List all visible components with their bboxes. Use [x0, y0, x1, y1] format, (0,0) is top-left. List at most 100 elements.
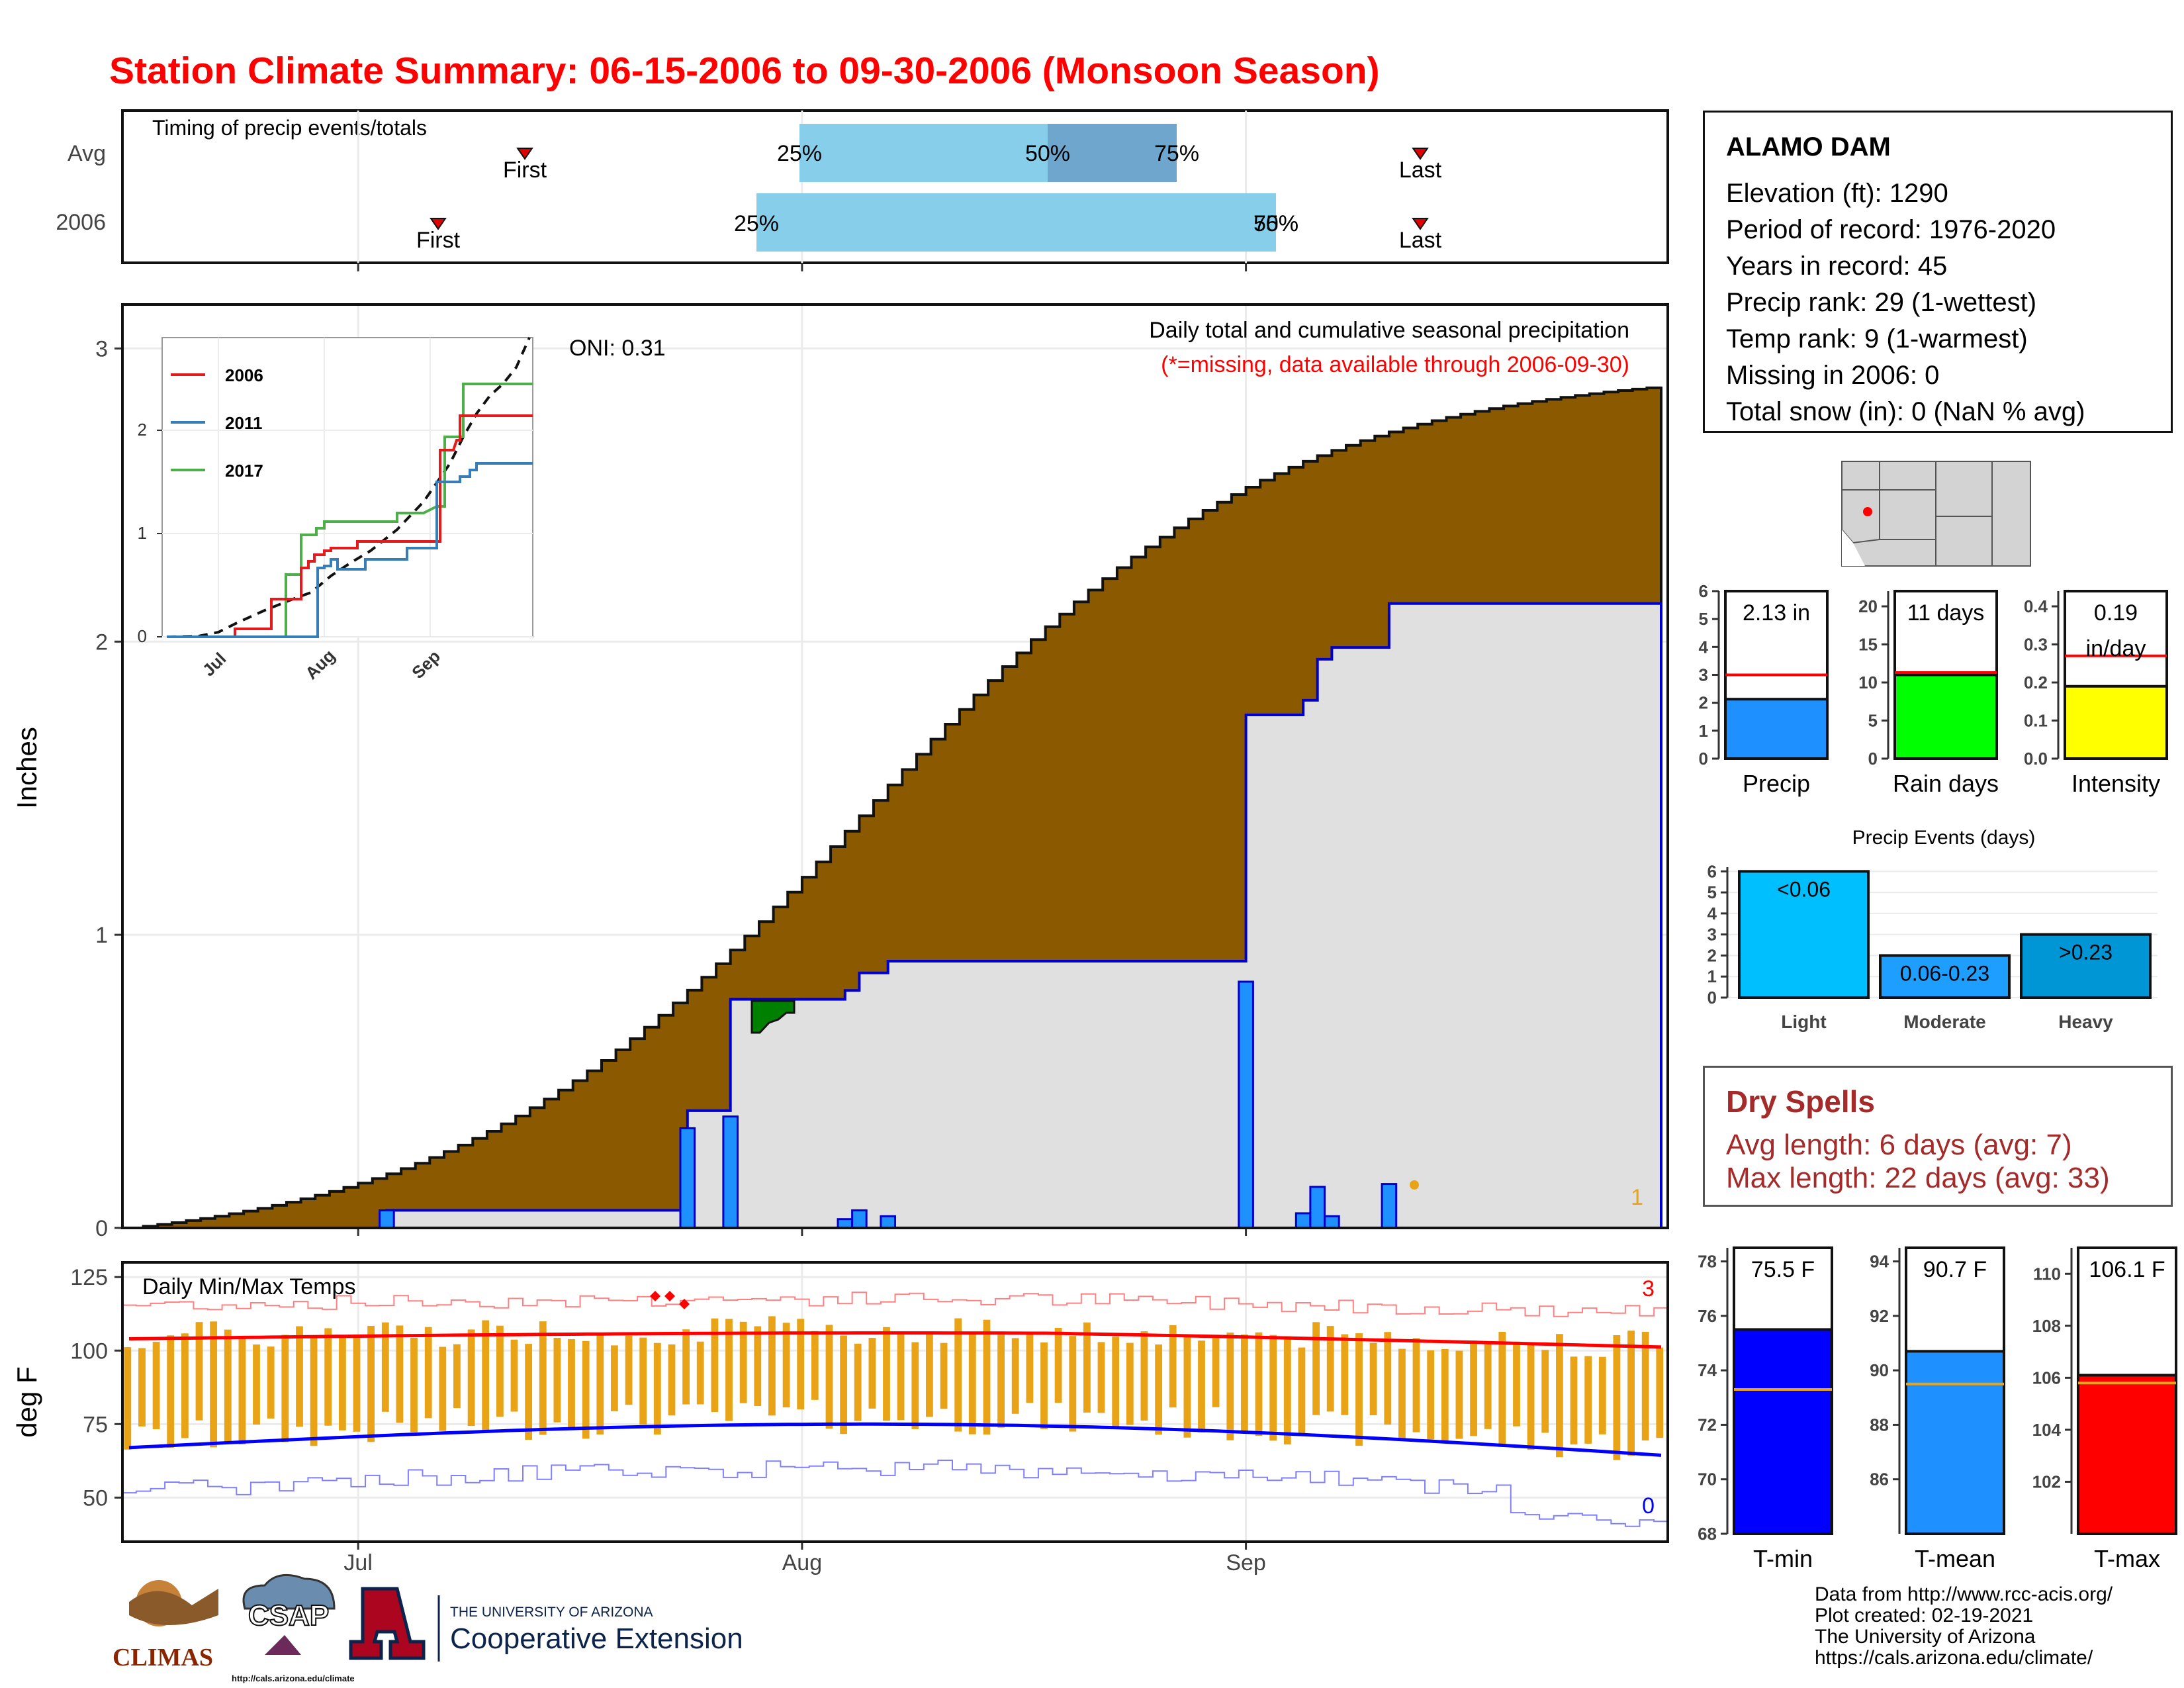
temp-t-min-ytick-label: 72: [1698, 1415, 1717, 1434]
temp-ytick-label: 125: [70, 1265, 108, 1290]
summary-precip-ytick-label: 3: [1699, 665, 1708, 685]
daily-temp-bar: [1398, 1348, 1406, 1439]
daily-temp-bar: [539, 1321, 547, 1435]
inset-ytick-0: 0: [138, 626, 147, 646]
summary-intensity-ytick-label: 0.4: [2024, 596, 2048, 616]
summary-intensity-ytick-label: 0.2: [2024, 673, 2048, 692]
temp-t-min-ytick-label: 70: [1698, 1470, 1717, 1489]
temp-xtick-label: Aug: [782, 1550, 823, 1575]
dry-spells-max: Max length: 22 days (avg: 33): [1726, 1162, 2110, 1194]
daily-temp-bar: [682, 1329, 690, 1405]
temp-t-max-ytick-label: 102: [2032, 1472, 2061, 1491]
daily-temp-bar: [210, 1321, 217, 1448]
daily-temp-bar: [1369, 1342, 1377, 1415]
inset-ytick-1: 1: [138, 523, 147, 543]
daily-temp-bar: [1298, 1347, 1306, 1435]
daily-temp-bar: [1097, 1342, 1105, 1413]
daily-temp-bar: [1140, 1331, 1148, 1421]
station-precip-rank: Precip rank: 29 (1-wettest): [1726, 288, 2037, 317]
summary-precip-value-bar: [1724, 698, 1829, 761]
temp-xtick-label: Jul: [343, 1550, 372, 1575]
station-name: ALAMO DAM: [1726, 132, 1891, 162]
daily-temp-bar: [381, 1322, 389, 1412]
inset-avg-line: [166, 337, 531, 638]
temp-t-max-value-bar: [2077, 1374, 2177, 1535]
inset-line-2011: [167, 462, 533, 638]
daily-temp-bar: [424, 1327, 432, 1419]
avg-p25-label: 25%: [777, 141, 822, 166]
temp-ytick-label: 50: [83, 1485, 108, 1511]
inset-line-2006: [167, 414, 533, 638]
temp-t-min-value-label: 75.5 F: [1751, 1257, 1815, 1282]
avg-iqr-bar-low: [799, 124, 1048, 182]
daily-temp-bar: [553, 1338, 561, 1423]
timing-label: Timing of precip events/totals: [152, 116, 427, 140]
daily-temp-bar: [1641, 1331, 1649, 1441]
events-category-label: Light: [1781, 1011, 1826, 1032]
csap-url: http://cals.arizona.edu/climate: [232, 1673, 355, 1683]
daily-temp-bar: [1183, 1335, 1191, 1438]
daily-temp-bar: [124, 1347, 132, 1450]
temp-t-max-ytick-label: 110: [2033, 1264, 2061, 1284]
daily-temp-bar: [1513, 1341, 1520, 1427]
events-bar-label: 0.06-0.23: [1900, 961, 1989, 985]
precip-ylabel: Inches: [11, 727, 42, 809]
events-title: Precip Events (days): [1852, 827, 2036, 849]
station-snow: Total snow (in): 0 (NaN % avg): [1726, 397, 2085, 426]
temp-t-max: 102 104 106 108 110 106.1 F T-max: [2032, 1246, 2177, 1572]
summary-precip-name-label: Precip: [1743, 770, 1810, 797]
summary-rain-days-ytick-label: 15: [1858, 635, 1878, 655]
footer-line1: Data from http://www.rcc-acis.org/: [1815, 1583, 2113, 1605]
dry-spells-avg: Avg length: 6 days (avg: 7): [1726, 1129, 2072, 1161]
temp-t-min: 68 70 72 74 76 78 75.5 F T-min: [1698, 1246, 1833, 1572]
ua-bottom-text: Cooperative Extension: [450, 1622, 743, 1655]
footer-line3: The University of Arizona: [1815, 1626, 2036, 1648]
summary-rain-days-ytick-label: 5: [1868, 711, 1878, 731]
temp-t-mean: 86 88 90 92 94 90.7 F T-mean: [1870, 1246, 2005, 1572]
daily-temp-bar: [1283, 1336, 1291, 1445]
station-info-box: ALAMO DAM Elevation (ft): 1290 Period of…: [1703, 111, 2173, 433]
events-bar-label: <0.06: [1777, 877, 1831, 901]
station-period: Period of record: 1976-2020: [1726, 215, 2056, 244]
daily-temp-bar: [439, 1346, 447, 1431]
tmax-record-line: [122, 1291, 1668, 1317]
page-title: Station Climate Summary: 06-15-2006 to 0…: [109, 50, 1380, 92]
summary-rain-days-value-bar: [1893, 673, 1998, 760]
temp-t-mean-ytick-label: 94: [1870, 1252, 1889, 1272]
daily-temp-bar: [1384, 1332, 1392, 1425]
tmin-record-count: 0: [1642, 1493, 1655, 1519]
daily-precip-bar: [1238, 980, 1254, 1229]
temps-ylabel: deg F: [11, 1366, 42, 1437]
temp-summary-bars: 68 70 72 74 76 78 75.5 F T-min 86 88 90 92 94 90.7 F T…: [1698, 1246, 2177, 1572]
events-category-label: Heavy: [2058, 1011, 2113, 1032]
y2006-p50-label: 50%: [1253, 211, 1298, 236]
daily-temp-bar: [739, 1321, 747, 1403]
daily-temp-bar: [1527, 1343, 1535, 1450]
daily-temp-bar: [997, 1335, 1005, 1428]
daily-temp-bar: [954, 1318, 962, 1432]
precip-ytick-label: 1: [95, 923, 108, 948]
temp-t-mean-ytick-label: 92: [1870, 1306, 1889, 1326]
summary-intensity-value-label: 0.19: [2094, 600, 2138, 626]
daily-temp-bar: [611, 1345, 618, 1411]
daily-precip-bar: [851, 1209, 868, 1229]
events-ytick-label: 2: [1707, 945, 1717, 965]
tmax-avg-line: [128, 1331, 1662, 1349]
avg-last-label: Last: [1399, 158, 1442, 183]
daily-temp-bar: [1455, 1350, 1463, 1439]
temp-ytick-label: 100: [70, 1338, 108, 1364]
ua-top-text: THE UNIVERSITY OF ARIZONA: [450, 1605, 653, 1620]
csap-logo: CSAP http://cals.arizona.edu/climate: [232, 1573, 355, 1683]
daily-temp-bar: [167, 1335, 175, 1448]
daily-temp-bar: [1326, 1326, 1334, 1412]
summary-rain-days-ytick-label: 10: [1858, 673, 1878, 692]
daily-temp-bar: [1226, 1333, 1234, 1440]
avg-first-marker: [516, 148, 533, 160]
station-years: Years in record: 45: [1726, 252, 1948, 281]
summary-intensity-ytick-label: 0.0: [2024, 749, 2048, 769]
daily-temp-bar: [911, 1342, 919, 1429]
summary-precip-ytick-label: 6: [1699, 581, 1708, 601]
summary-bars: 0 1 2 3 4 5 6 2.13 in Precip 0 5 10 15 20 11 days Rain …: [1699, 581, 2168, 797]
daily-temp-bar: [1069, 1336, 1077, 1432]
events-ytick-label: 5: [1707, 882, 1717, 902]
